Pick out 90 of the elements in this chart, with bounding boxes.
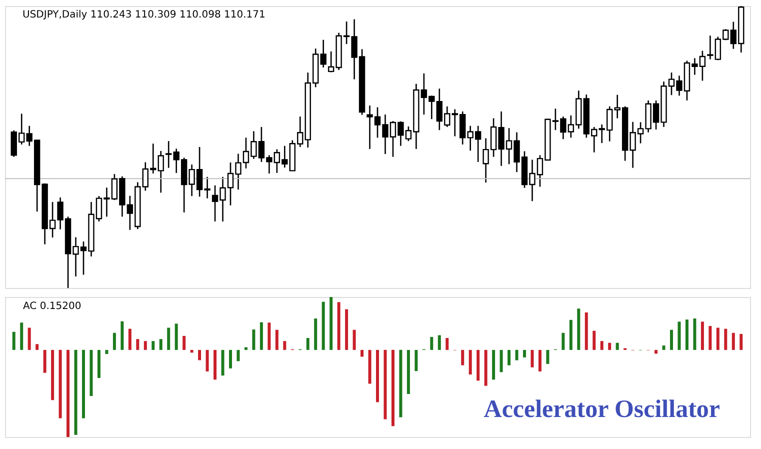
candlestick [158,150,164,194]
bar [306,338,310,350]
bar [36,344,39,350]
bar [740,334,743,350]
bar [12,332,16,350]
bar [105,350,108,354]
bar [322,302,325,350]
bar [616,342,619,350]
bar [167,328,170,350]
bar [90,350,93,396]
bar [500,350,503,372]
bar [484,350,488,386]
bar [136,339,140,350]
bar [314,318,318,350]
bar [538,350,542,372]
bar [476,350,480,381]
bar [708,326,712,350]
bar [577,308,580,350]
bar [252,329,256,350]
bar [275,330,278,350]
bar [569,320,572,350]
bar [515,350,518,360]
bar [182,336,186,350]
bar [128,328,132,350]
bar [600,341,604,350]
bar [58,350,62,418]
chart-title: AC 0.15200 [23,301,82,312]
bar [82,350,85,418]
bar [430,336,434,350]
bar [376,350,379,402]
bar [360,350,364,357]
bar [330,297,333,350]
bar [214,350,217,380]
bar [174,324,178,350]
bar [337,302,340,350]
bar [461,350,464,366]
bar [406,350,410,394]
bar [120,321,124,350]
bar [414,350,418,372]
bar [670,330,673,350]
bar [446,338,449,350]
bar [229,350,232,368]
bar [724,328,728,350]
bar [345,309,348,350]
annotation: Accelerator Oscillator [484,396,720,423]
bar [523,350,526,358]
bar [399,350,402,418]
bar [438,335,441,350]
bar [592,330,596,350]
chart-title: USDJPY,Daily 110.243 110.309 110.098 110.171 [22,9,266,20]
bar [693,318,696,350]
bar [608,342,612,350]
bar [144,341,147,350]
bar [236,350,240,362]
bar [51,350,54,400]
bar [283,341,286,350]
bar [562,332,565,350]
bar [468,350,472,374]
bar [654,350,658,354]
bar [584,312,588,350]
bar [368,350,372,384]
bar [700,322,704,350]
bar [152,341,155,350]
bar [268,322,271,350]
bar [244,347,248,350]
bar [74,350,78,435]
bar [391,350,394,426]
bar [678,322,681,350]
bar [112,332,116,350]
bar [716,328,720,350]
bar [530,350,534,368]
bar [221,350,224,376]
bar [260,322,263,350]
bar [662,345,666,350]
bar [198,350,202,360]
bar [43,350,46,373]
bar [159,339,162,350]
bar [492,350,496,380]
bar [28,328,31,350]
bar [508,350,511,366]
bar [352,330,356,350]
bar [20,322,24,350]
bar [206,350,209,372]
bar [97,350,100,378]
bar [190,350,194,353]
bar [685,320,688,350]
bar [732,332,735,350]
bar [384,350,387,420]
bar [66,350,70,437]
bar [546,350,550,364]
